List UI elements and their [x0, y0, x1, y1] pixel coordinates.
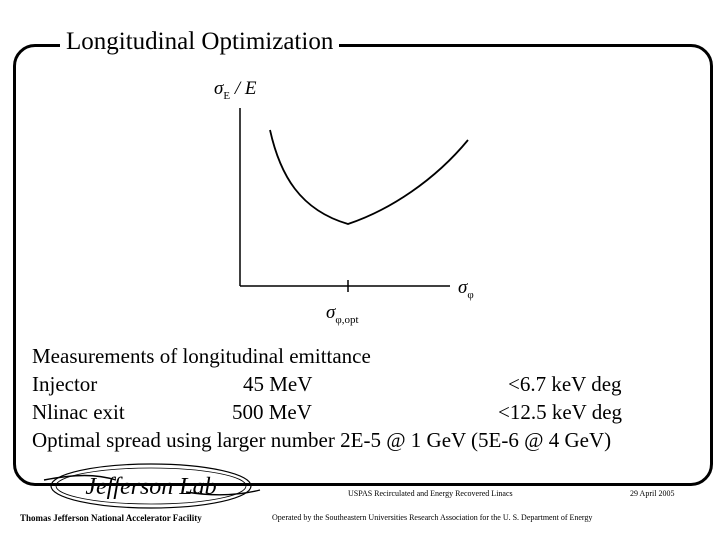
footer-date: 29 April 2005: [630, 489, 675, 498]
footer-course: USPAS Recirculated and Energy Recovered …: [348, 489, 513, 498]
content-heading: Measurements of longitudinal emittance: [32, 344, 371, 368]
row-label: Injector: [32, 372, 98, 396]
row-energy: 45 MeV: [243, 372, 313, 396]
jefferson-lab-logo: Jefferson Lab: [43, 463, 261, 509]
logo-swoosh: [185, 489, 261, 496]
row-emittance: <12.5 keV deg: [498, 400, 623, 424]
logo-ellipse: [50, 463, 252, 509]
emittance-plot: σE / E σφ σφ,opt: [214, 78, 474, 326]
row-label: Nlinac exit: [32, 400, 125, 424]
row-energy: 500 MeV: [232, 400, 312, 424]
logo-swoosh: [43, 474, 117, 481]
footer-operated: Operated by the Southeastern Universitie…: [272, 513, 593, 522]
x-optimum-label: σφ,opt: [326, 302, 359, 326]
row-emittance: <6.7 keV deg: [508, 372, 622, 396]
slide-frame: [13, 44, 713, 486]
x-axis-label: σφ: [458, 277, 474, 301]
content-optimal: Optimal spread using larger number 2E-5 …: [32, 428, 612, 452]
slide-title: Longitudinal Optimization: [60, 26, 340, 58]
logo-ellipse: [55, 467, 247, 505]
footer-organization: Thomas Jefferson National Accelerator Fa…: [20, 513, 202, 523]
energy-spread-curve: [269, 129, 469, 225]
table-row: Nlinac exit 500 MeV <12.5 keV deg: [32, 398, 622, 426]
table-row: Injector 45 MeV <6.7 keV deg: [32, 370, 622, 398]
logo-text: Jefferson Lab: [85, 474, 216, 500]
content-block: Measurements of longitudinal emittance I…: [32, 342, 622, 454]
y-axis-label: σE / E: [214, 78, 257, 102]
